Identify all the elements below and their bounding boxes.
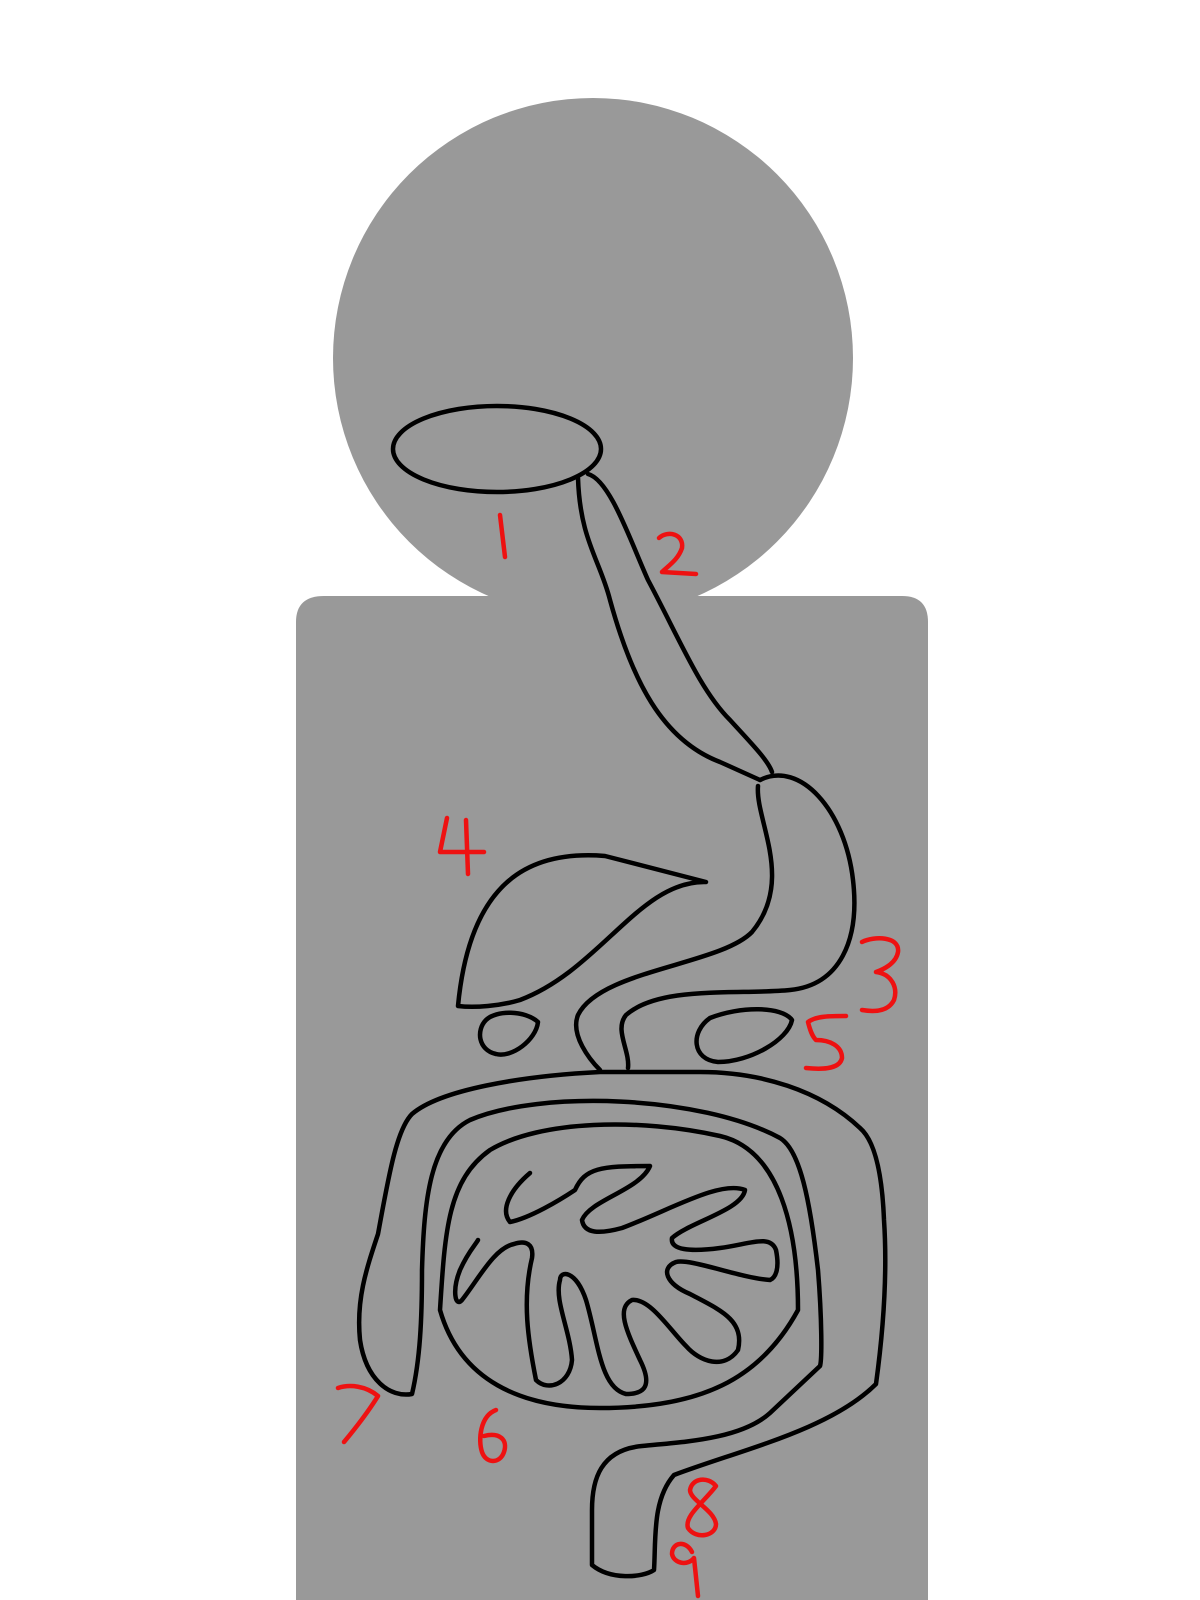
mouth-organ (390, 403, 604, 495)
label-4: 4 (437, 815, 487, 877)
head-shape (333, 98, 853, 618)
organs (356, 403, 888, 1579)
large-intestine-organ (356, 1069, 888, 1579)
esophagus-organ (575, 471, 775, 783)
label-7: 7 (335, 1383, 381, 1445)
label-6: 6 (478, 1407, 508, 1464)
stomach-organ (574, 773, 857, 1073)
number-labels: 1 2 3 4 5 6 7 8 (335, 512, 901, 1599)
label-3: 3 (859, 936, 901, 1014)
label-1: 1 (497, 512, 508, 560)
label-2: 2 (656, 531, 699, 577)
liver-organ (455, 853, 709, 1009)
label-5: 5 (803, 1013, 849, 1071)
gallbladder-organ (477, 1010, 541, 1057)
torso-shape (296, 596, 928, 1600)
body-silhouette (296, 98, 928, 1600)
label-9: 9 (669, 1541, 701, 1599)
pancreas-organ (694, 1007, 795, 1065)
intestine-loops (453, 1163, 780, 1397)
label-8: 8 (685, 1477, 719, 1538)
small-intestine-organ (437, 1122, 801, 1411)
